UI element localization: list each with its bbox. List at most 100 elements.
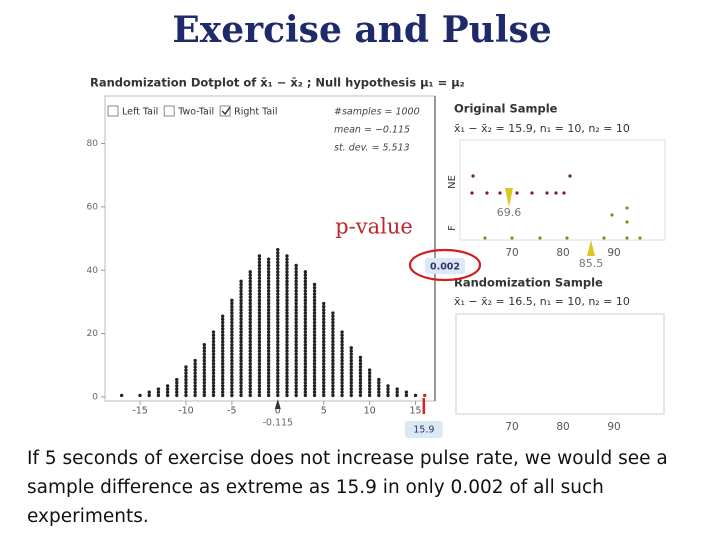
dot: [303, 273, 308, 277]
dot: [349, 384, 353, 388]
dot: [285, 279, 289, 284]
dot: [294, 320, 298, 325]
dot: [322, 358, 326, 363]
dot: [276, 254, 280, 258]
dot: [211, 377, 216, 382]
dot: [220, 368, 225, 372]
dot: [322, 327, 326, 331]
dot: [266, 304, 271, 309]
dot: [285, 324, 289, 328]
dot: [276, 327, 280, 331]
dot: [331, 362, 335, 366]
dot: [220, 349, 225, 353]
dot-column: [202, 343, 207, 398]
dot: [303, 282, 308, 287]
dot: [230, 381, 234, 385]
dot: [220, 320, 225, 325]
dot: [239, 384, 243, 388]
dot: [303, 349, 308, 353]
dot: [285, 368, 289, 372]
dot-column: [165, 384, 170, 398]
check-mark: [221, 106, 231, 116]
dot: [322, 339, 326, 344]
y-tick-label: 80: [87, 139, 99, 149]
dot-column: [358, 355, 363, 398]
dot: [230, 324, 234, 328]
dot: [239, 374, 243, 379]
x-tick-label: -15: [132, 406, 148, 417]
dot: [276, 371, 280, 375]
dot: [239, 346, 243, 350]
dot: [220, 317, 225, 322]
dot: [248, 346, 252, 350]
dot: [276, 377, 280, 382]
sample-dots: [470, 174, 572, 195]
dot: [294, 266, 298, 271]
dot: [248, 333, 252, 337]
dot: [257, 324, 262, 328]
dot: [239, 365, 243, 369]
dot: [322, 346, 326, 350]
dot: [285, 273, 289, 277]
dot: [156, 393, 161, 398]
dot: [294, 343, 298, 347]
dot: [266, 285, 271, 290]
dot: [266, 257, 271, 261]
dot: [239, 282, 243, 287]
dot: [340, 352, 344, 356]
dot: [303, 317, 308, 322]
dot: [220, 384, 225, 388]
dot-column: [156, 387, 161, 398]
dot: [377, 384, 381, 388]
mean-marker: [505, 188, 513, 207]
dot-column: [239, 279, 243, 398]
dot: [266, 358, 271, 363]
dot: [248, 317, 252, 322]
dot: [312, 308, 317, 312]
dot: [358, 362, 363, 366]
dot: [303, 304, 308, 309]
dot: [230, 365, 234, 369]
dot: [285, 298, 289, 303]
dot: [266, 263, 271, 268]
dot: [230, 298, 234, 303]
dot: [340, 377, 344, 382]
dot: [349, 374, 353, 379]
dot: [322, 393, 326, 398]
dot: [349, 362, 353, 366]
dot: [322, 355, 326, 360]
dot: [322, 301, 326, 306]
dot: [377, 390, 381, 394]
dot: [294, 282, 298, 287]
dot: [303, 371, 308, 375]
panel-stat: x̄₁ − x̄₂ = 16.5, n₁ = 10, n₂ = 10: [454, 295, 630, 308]
dot: [367, 377, 372, 382]
dot: [303, 330, 308, 334]
panel-title: Randomization Sample: [454, 276, 603, 290]
dot: [312, 381, 317, 385]
dot: [312, 336, 317, 341]
dot: [303, 289, 308, 293]
dot: [266, 320, 271, 325]
dot: [257, 285, 262, 290]
dot: [294, 330, 298, 334]
dot: [230, 330, 234, 334]
dot: [276, 279, 280, 284]
dot: [349, 355, 353, 360]
dot: [276, 251, 280, 255]
dot: [119, 393, 124, 398]
dot: [276, 333, 280, 337]
dot: [230, 349, 234, 353]
axis-label: 90: [607, 421, 620, 433]
dot: [230, 339, 234, 344]
dot: [248, 390, 252, 394]
dot: [276, 270, 280, 274]
dot: [193, 371, 197, 375]
dot: [239, 358, 243, 363]
dot: [211, 339, 216, 344]
dot-column: [257, 254, 262, 398]
dot: [266, 308, 271, 312]
dot: [276, 304, 280, 309]
dot: [230, 377, 234, 382]
dot: [294, 314, 298, 318]
